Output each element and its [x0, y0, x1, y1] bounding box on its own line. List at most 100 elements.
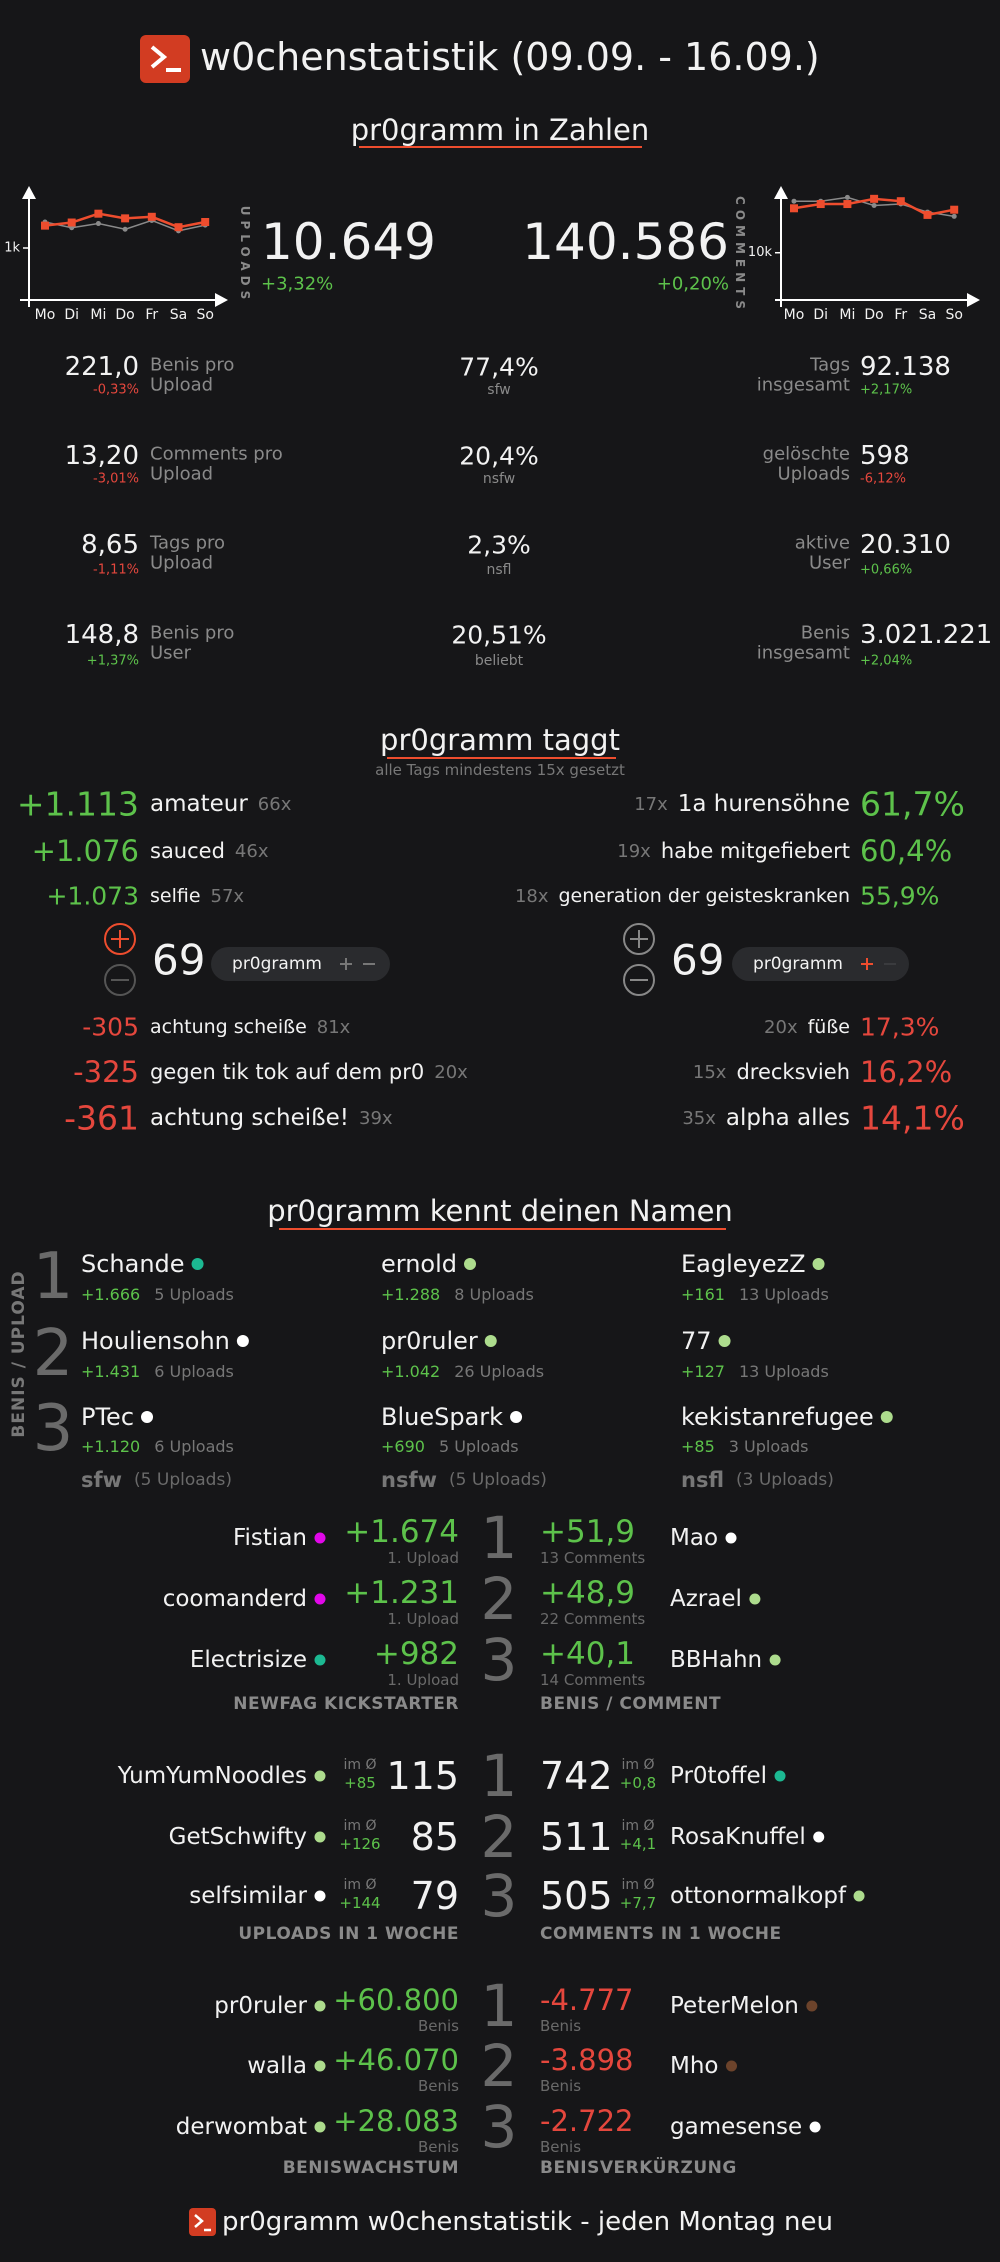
user-name: YumYumNoodles — [117, 1763, 307, 1789]
stat-label: Benis — [801, 623, 850, 644]
status-dot — [314, 1770, 326, 1782]
tag-pill — [211, 947, 390, 981]
avg-value: +144 — [339, 1894, 380, 1912]
x-tick-label: Mi — [839, 307, 855, 323]
tag-name: 1a hurensöhne — [678, 791, 850, 817]
ranking-label: BENISVERKÜRZUNG — [540, 2156, 737, 2178]
stat-label: Uploads — [778, 464, 850, 485]
user-stats: +127 13 Uploads — [681, 1362, 829, 1381]
stat-label: sfw — [487, 382, 510, 398]
column-footer: nsfw (5 Uploads) — [381, 1468, 547, 1492]
stat-value: 8,65 — [81, 530, 139, 560]
series-marker — [791, 198, 797, 204]
tag-row: sauced 46x — [150, 839, 269, 863]
tag-count: 81x — [317, 1017, 351, 1038]
user-uploads: 13 Uploads — [739, 1285, 829, 1304]
x-tick-label: Sa — [170, 307, 187, 323]
x-tick-label: Do — [115, 307, 134, 323]
stat-label: beliebt — [475, 653, 524, 669]
headline-value: 140.586 — [522, 213, 729, 271]
vote-score: 69 — [152, 936, 205, 985]
status-dot — [813, 1831, 825, 1843]
status-dot — [314, 1654, 326, 1666]
tag-count: 46x — [235, 841, 269, 862]
tag-score: -305 — [82, 1013, 139, 1042]
user-uploads: 26 Uploads — [454, 1362, 544, 1381]
stat-label: Tags — [809, 355, 850, 376]
ranking-value: -3.898 — [540, 2043, 634, 2077]
headline-change: +0,20% — [657, 274, 729, 295]
user-name: Electrisize — [190, 1647, 307, 1673]
tag-share: 17,3% — [860, 1013, 939, 1042]
tag-count: 20x — [434, 1062, 468, 1083]
ranking-value: 505 — [540, 1874, 613, 1918]
section-subtitle: alle Tags mindestens 15x gesetzt — [375, 761, 625, 779]
tag-row: 15x drecksvieh — [693, 1060, 850, 1084]
status-dot — [510, 1411, 523, 1423]
tag-name: sauced — [150, 839, 225, 863]
ranking-value: +48,9 — [540, 1575, 635, 1611]
user-name: Mao — [670, 1525, 718, 1551]
stat-label: gelöschte — [763, 444, 850, 465]
tag-score: -325 — [73, 1055, 139, 1089]
series-marker — [844, 194, 850, 200]
series-marker — [896, 197, 905, 206]
user-benis: +1.120 — [81, 1437, 140, 1456]
series-marker — [174, 223, 183, 232]
ranking-value: +40,1 — [540, 1636, 635, 1672]
tag-share: 16,2% — [860, 1055, 952, 1089]
tag-count: 57x — [211, 886, 245, 907]
user-name: pr0ruler — [381, 1327, 478, 1355]
ranking-sub: 1. Upload — [387, 1549, 459, 1567]
user-stats: +1.288 8 Uploads — [381, 1285, 534, 1304]
x-tick-label: Do — [864, 307, 883, 323]
logo — [140, 35, 190, 83]
ranking-sub: 1. Upload — [387, 1671, 459, 1689]
status-dot — [314, 1532, 326, 1544]
ranking-sub: 13 Comments — [540, 1549, 645, 1567]
stat-label: Upload — [150, 553, 213, 574]
user-name: Pr0toffel — [670, 1763, 767, 1789]
ranking-value: 115 — [386, 1754, 459, 1798]
ranking-sub: 14 Comments — [540, 1671, 645, 1689]
stat-value: 92.138 — [860, 352, 951, 382]
series-marker — [790, 204, 798, 213]
tag-count: 19x — [617, 841, 651, 862]
user-name: Schande — [81, 1250, 185, 1278]
user-stats: +690 5 Uploads — [381, 1437, 519, 1456]
tag-row: gegen tik tok auf dem pr0 20x — [150, 1060, 468, 1084]
ranking-sub: Benis — [418, 2138, 459, 2156]
ranking-value: -2.722 — [540, 2104, 634, 2138]
tag-score: -361 — [64, 1099, 139, 1138]
tag-score: +1.076 — [32, 834, 139, 868]
tag-name: amateur — [150, 791, 248, 817]
stat-change: +2,04% — [860, 654, 912, 669]
tag-pill — [732, 947, 909, 981]
series-marker — [201, 218, 210, 226]
status-dot — [314, 2121, 326, 2133]
avg-label: im Ø — [622, 1877, 655, 1893]
user-benis: +1.288 — [381, 1285, 440, 1304]
user-benis: +690 — [381, 1437, 425, 1456]
user-name: ernold — [381, 1250, 457, 1278]
user-stats: +1.431 6 Uploads — [81, 1362, 234, 1381]
status-dot — [464, 1258, 477, 1270]
user-name: coomanderd — [163, 1586, 307, 1612]
footer-text: pr0gramm w0chenstatistik - jeden Montag … — [222, 2207, 833, 2237]
stat-label: nsfl — [487, 562, 512, 578]
user-benis: +1.666 — [81, 1285, 140, 1304]
ranking-label: NEWFAG KICKSTARTER — [233, 1694, 459, 1714]
status-dot — [718, 1335, 731, 1347]
rank-number: 2 — [481, 2032, 518, 2100]
stat-label: User — [809, 553, 851, 574]
tag-score: +1.113 — [17, 785, 139, 824]
avg-value: +85 — [344, 1774, 376, 1792]
tag-row: selfie 57x — [150, 885, 244, 907]
section-title: pr0gramm in Zahlen — [351, 113, 650, 147]
tag-count: 17x — [634, 794, 668, 815]
status-dot — [314, 2000, 326, 2012]
x-tick-label: So — [945, 307, 962, 323]
tag-share: 61,7% — [860, 785, 965, 824]
user-name: Mho — [670, 2053, 719, 2079]
